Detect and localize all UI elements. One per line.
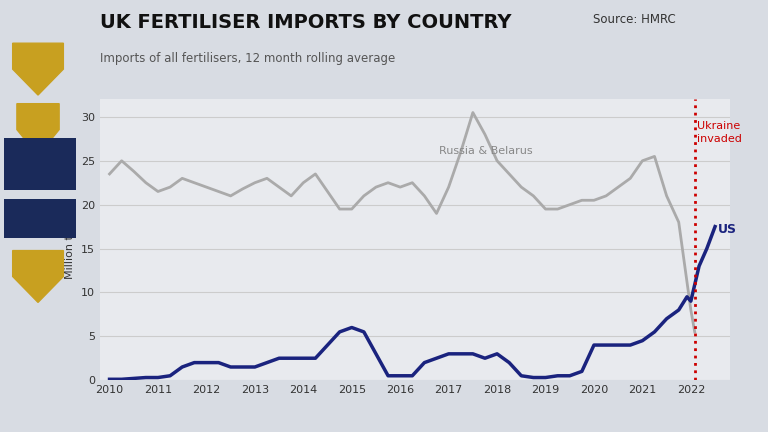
Text: Imports of all fertilisers, 12 month rolling average: Imports of all fertilisers, 12 month rol… <box>100 52 395 65</box>
Bar <box>5 138 76 190</box>
Text: UK FERTILISER IMPORTS BY COUNTRY: UK FERTILISER IMPORTS BY COUNTRY <box>100 13 511 32</box>
Text: Russia & Belarus: Russia & Belarus <box>439 146 532 156</box>
Bar <box>5 199 76 238</box>
Text: US: US <box>717 223 737 236</box>
FancyArrow shape <box>12 43 63 95</box>
FancyArrow shape <box>17 104 59 156</box>
Text: Ukraine
invaded: Ukraine invaded <box>697 121 742 144</box>
Y-axis label: Million tonnes: Million tonnes <box>65 201 75 279</box>
Text: Source: HMRC: Source: HMRC <box>593 13 676 26</box>
FancyArrow shape <box>12 251 63 302</box>
